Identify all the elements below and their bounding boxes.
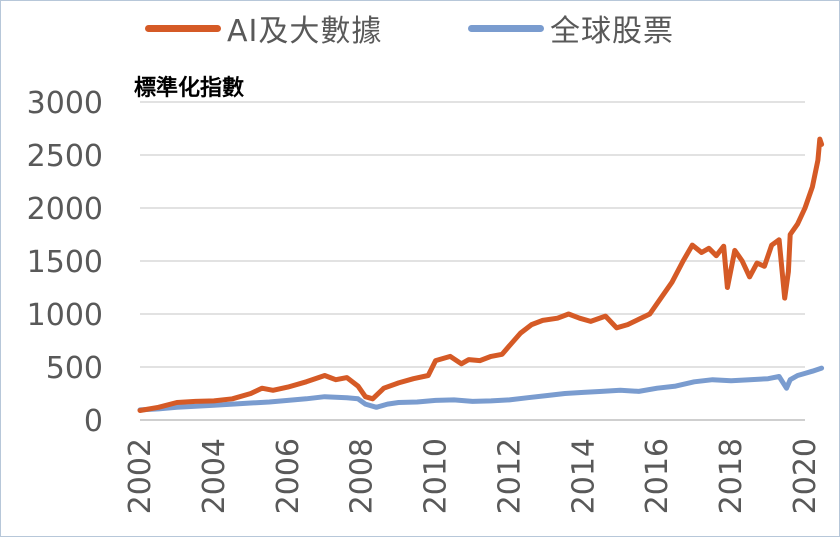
series-line-global-equities bbox=[137, 365, 825, 413]
legend: AI及大數據 全球股票 bbox=[0, 6, 840, 50]
x-tick-label-2010: 2010 bbox=[419, 438, 454, 514]
y-tick-label-3000: 3000 bbox=[27, 86, 103, 121]
y-tick-label-2000: 2000 bbox=[27, 192, 103, 227]
legend-item-ai-big-data: AI及大數據 bbox=[145, 6, 382, 50]
x-tick-label-2008: 2008 bbox=[345, 438, 380, 514]
x-tick-label-2018: 2018 bbox=[714, 438, 749, 514]
legend-label-ai-big-data: AI及大數據 bbox=[227, 14, 383, 49]
x-tick-label-2006: 2006 bbox=[271, 438, 306, 514]
y-tick-label-500: 500 bbox=[46, 351, 103, 386]
x-tick-label-2012: 2012 bbox=[492, 438, 527, 514]
y-tick-label-1500: 1500 bbox=[27, 245, 103, 280]
x-tick-label-2002: 2002 bbox=[123, 438, 158, 514]
legend-label-global-equities: 全球股票 bbox=[550, 14, 674, 49]
legend-swatch-ai-big-data bbox=[145, 24, 221, 32]
y-tick-label-2500: 2500 bbox=[27, 139, 103, 174]
series-line-ai-big-data bbox=[137, 136, 825, 413]
y-tick-label-1000: 1000 bbox=[27, 298, 103, 333]
x-tick-label-2004: 2004 bbox=[197, 438, 232, 514]
y-tick-label-0: 0 bbox=[84, 404, 103, 439]
y-axis-label: 標準化指數 bbox=[134, 76, 245, 101]
x-tick-label-2020: 2020 bbox=[788, 438, 823, 514]
legend-swatch-global-equities bbox=[468, 24, 544, 32]
legend-item-global-equities: 全球股票 bbox=[468, 6, 674, 50]
x-tick-label-2014: 2014 bbox=[566, 438, 601, 514]
x-tick-label-2016: 2016 bbox=[640, 438, 675, 514]
